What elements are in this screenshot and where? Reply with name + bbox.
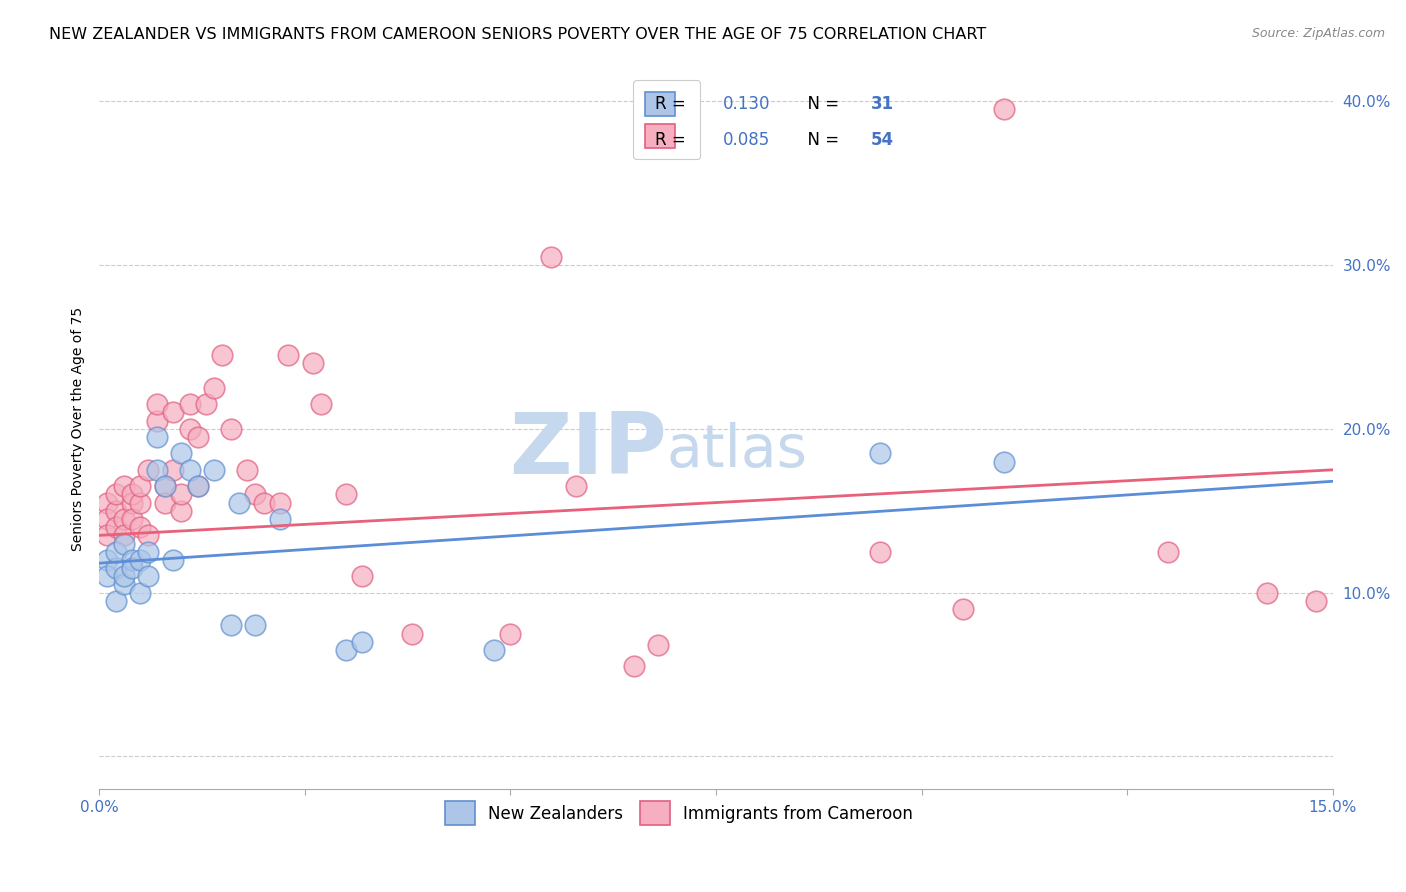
Point: [309, 397, 332, 411]
Point: [112, 512, 135, 526]
Point: [112, 569, 135, 583]
Point: [335, 487, 357, 501]
Point: [112, 479, 135, 493]
Point: [252, 495, 274, 509]
Point: [269, 495, 291, 509]
Point: [129, 553, 152, 567]
Point: [499, 626, 522, 640]
Point: [153, 479, 176, 493]
Point: [277, 348, 299, 362]
Point: [138, 569, 160, 583]
Point: [162, 553, 184, 567]
Point: [96, 553, 118, 567]
Point: [195, 397, 218, 411]
Point: [952, 602, 974, 616]
Point: [993, 103, 1015, 117]
Text: R =: R =: [655, 95, 692, 113]
Text: N =: N =: [797, 131, 845, 150]
Point: [170, 446, 193, 460]
Point: [138, 528, 160, 542]
Point: [112, 577, 135, 591]
Text: R =: R =: [655, 131, 692, 150]
Point: [179, 397, 201, 411]
Point: [245, 618, 267, 632]
Point: [211, 348, 233, 362]
Point: [104, 504, 127, 518]
Point: [121, 495, 143, 509]
Y-axis label: Seniors Poverty Over the Age of 75: Seniors Poverty Over the Age of 75: [72, 307, 86, 551]
Point: [145, 463, 167, 477]
Text: N =: N =: [797, 95, 845, 113]
Point: [121, 487, 143, 501]
Point: [129, 495, 152, 509]
Point: [138, 545, 160, 559]
Point: [540, 250, 562, 264]
Legend: New Zealanders, Immigrants from Cameroon: New Zealanders, Immigrants from Cameroon: [434, 791, 924, 835]
Point: [112, 536, 135, 550]
Point: [121, 561, 143, 575]
Point: [104, 594, 127, 608]
Point: [96, 512, 118, 526]
Point: [162, 405, 184, 419]
Point: [565, 479, 588, 493]
Point: [104, 487, 127, 501]
Point: [869, 446, 891, 460]
Point: [170, 487, 193, 501]
Point: [104, 520, 127, 534]
Point: [869, 545, 891, 559]
Point: [623, 659, 645, 673]
Point: [96, 495, 118, 509]
Point: [993, 455, 1015, 469]
Point: [647, 638, 669, 652]
Point: [145, 397, 167, 411]
Point: [129, 520, 152, 534]
Point: [236, 463, 259, 477]
Point: [129, 479, 152, 493]
Point: [129, 585, 152, 599]
Point: [179, 463, 201, 477]
Point: [104, 545, 127, 559]
Point: [153, 495, 176, 509]
Text: Source: ZipAtlas.com: Source: ZipAtlas.com: [1251, 27, 1385, 40]
Point: [401, 626, 423, 640]
Point: [228, 495, 250, 509]
Point: [104, 561, 127, 575]
Point: [96, 569, 118, 583]
Point: [269, 512, 291, 526]
Point: [112, 528, 135, 542]
Point: [179, 422, 201, 436]
Point: [187, 430, 209, 444]
Point: [202, 463, 225, 477]
Text: NEW ZEALANDER VS IMMIGRANTS FROM CAMEROON SENIORS POVERTY OVER THE AGE OF 75 COR: NEW ZEALANDER VS IMMIGRANTS FROM CAMEROO…: [49, 27, 987, 42]
Text: 0.085: 0.085: [723, 131, 770, 150]
Point: [302, 356, 325, 370]
Point: [482, 643, 505, 657]
Point: [96, 528, 118, 542]
Point: [187, 479, 209, 493]
Point: [1305, 594, 1327, 608]
Text: ZIP: ZIP: [509, 409, 666, 492]
Text: atlas: atlas: [666, 422, 807, 479]
Point: [202, 381, 225, 395]
Point: [162, 463, 184, 477]
Point: [335, 643, 357, 657]
Point: [145, 414, 167, 428]
Text: 54: 54: [872, 131, 894, 150]
Point: [121, 553, 143, 567]
Point: [352, 635, 374, 649]
Point: [219, 422, 242, 436]
Point: [138, 463, 160, 477]
Point: [170, 504, 193, 518]
Point: [352, 569, 374, 583]
Point: [187, 479, 209, 493]
Text: 31: 31: [872, 95, 894, 113]
Point: [121, 512, 143, 526]
Point: [153, 479, 176, 493]
Point: [145, 430, 167, 444]
Point: [1157, 545, 1180, 559]
Point: [245, 487, 267, 501]
Point: [219, 618, 242, 632]
Point: [1256, 585, 1278, 599]
Text: 0.130: 0.130: [723, 95, 770, 113]
